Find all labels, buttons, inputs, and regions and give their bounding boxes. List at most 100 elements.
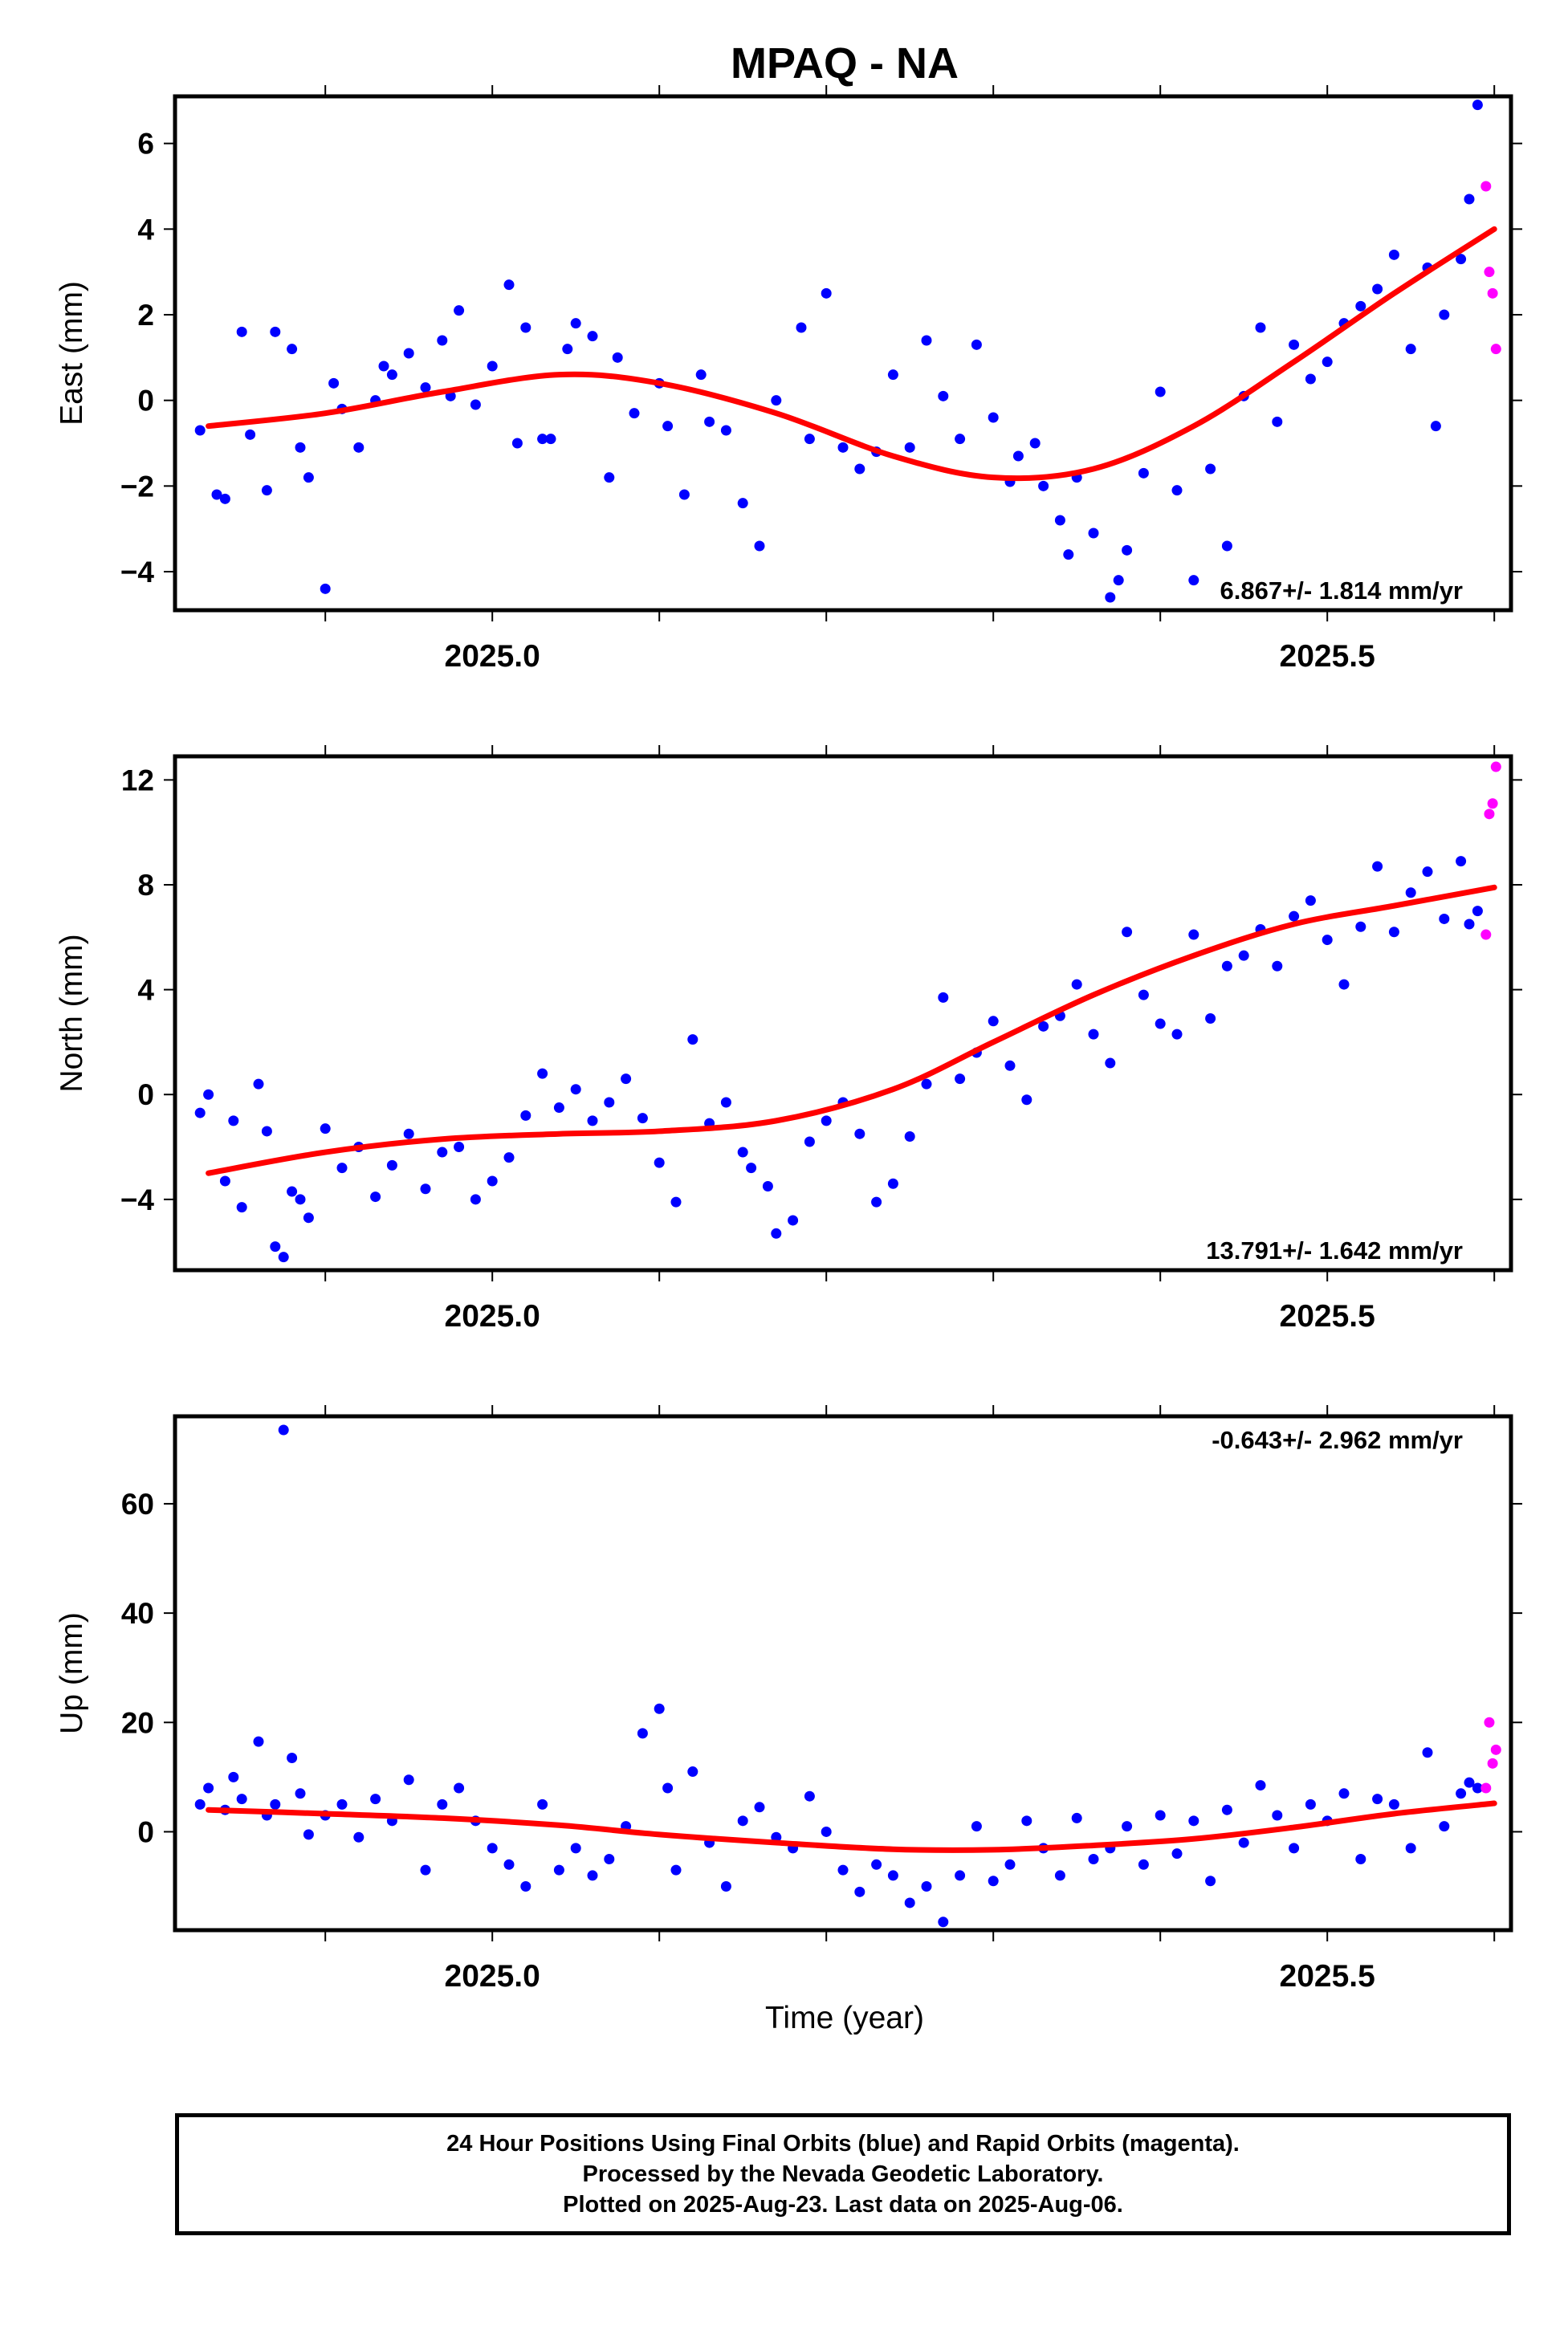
north-final-orbit-point <box>253 1078 264 1090</box>
east-final-orbit-point <box>1054 515 1065 526</box>
caption-line-3: Plotted on 2025-Aug-23. Last data on 202… <box>563 2192 1123 2218</box>
east-final-orbit-point <box>604 472 615 483</box>
north-final-orbit-point <box>854 1128 865 1139</box>
north-final-orbit-point <box>287 1186 298 1197</box>
up-final-orbit-point <box>1205 1876 1216 1887</box>
up-final-orbit-point <box>194 1798 206 1810</box>
north-final-orbit-point <box>1004 1060 1016 1071</box>
up-final-orbit-point <box>1338 1788 1350 1799</box>
east-final-orbit-point <box>353 442 365 453</box>
east-final-orbit-point <box>386 369 397 381</box>
east-final-orbit-point <box>854 463 865 475</box>
east-trend-line <box>206 226 1497 482</box>
up-final-orbit-point <box>454 1782 465 1794</box>
east-y-tick-label: −4 <box>120 556 155 589</box>
up-final-orbit-point <box>520 1881 531 1892</box>
up-final-orbit-point <box>1071 1812 1082 1823</box>
north-y-tick-label: 12 <box>121 764 154 796</box>
east-final-orbit-point <box>1122 544 1133 556</box>
north-final-orbit-point <box>821 1115 832 1126</box>
up-rapid-orbit-point <box>1484 1717 1495 1728</box>
east-y-tick-label: 0 <box>137 385 154 418</box>
north-final-orbit-point <box>303 1212 314 1224</box>
north-rate-label: 13.791+/- 1.642 mm/yr <box>1206 1236 1463 1265</box>
east-final-orbit-point <box>470 399 481 410</box>
north-final-orbit-point <box>804 1136 815 1147</box>
north-final-orbit-point <box>194 1107 206 1118</box>
east-final-orbit-point <box>328 377 340 389</box>
north-final-orbit-point <box>587 1115 598 1126</box>
east-final-orbit-point <box>378 360 389 372</box>
east-final-orbit-point <box>562 344 573 355</box>
east-final-orbit-point <box>545 434 556 445</box>
east-final-orbit-point <box>587 331 598 342</box>
north-final-orbit-point <box>788 1215 799 1226</box>
north-plot-frame <box>173 754 1513 1273</box>
east-final-orbit-point <box>1188 575 1199 586</box>
north-final-orbit-point <box>904 1130 915 1142</box>
north-final-orbit-point <box>386 1159 397 1171</box>
east-final-orbit-point <box>612 352 623 363</box>
up-final-orbit-point <box>1422 1747 1433 1758</box>
up-final-orbit-point <box>487 1843 498 1854</box>
east-plot-frame <box>173 94 1513 613</box>
up-final-orbit-point <box>1405 1843 1416 1854</box>
east-final-orbit-point <box>1029 438 1041 449</box>
up-final-orbit-point <box>553 1864 564 1876</box>
caption-line-1: 24 Hour Positions Using Final Orbits (bl… <box>446 2131 1240 2157</box>
east-final-orbit-point <box>320 583 331 594</box>
up-final-orbit-point <box>420 1864 431 1876</box>
chart-title: MPAQ - NA <box>731 39 959 88</box>
up-final-orbit-point <box>971 1821 982 1832</box>
east-final-orbit-point <box>1038 480 1049 491</box>
north-rapid-orbit-point <box>1490 761 1501 772</box>
north-final-orbit-point <box>637 1113 648 1124</box>
east-final-orbit-point <box>704 416 715 427</box>
up-final-orbit-point <box>287 1753 298 1764</box>
north-y-axis-label: North (mm) <box>55 934 89 1092</box>
north-final-orbit-point <box>553 1102 564 1114</box>
north-final-orbit-point <box>487 1175 498 1187</box>
up-final-orbit-point <box>270 1798 281 1810</box>
east-final-orbit-point <box>236 326 247 337</box>
north-final-orbit-point <box>570 1084 581 1095</box>
up-final-orbit-point <box>921 1881 932 1892</box>
up-final-orbit-point <box>1171 1848 1183 1860</box>
up-trend-line <box>206 1800 1497 1853</box>
up-final-orbit-point <box>503 1859 515 1870</box>
east-final-orbit-point <box>921 335 932 346</box>
east-final-orbit-point <box>904 442 915 453</box>
up-final-orbit-point <box>754 1802 765 1813</box>
north-final-orbit-point <box>203 1089 214 1100</box>
north-final-orbit-point <box>270 1241 281 1253</box>
up-final-orbit-point <box>737 1815 748 1827</box>
up-final-orbit-point <box>253 1736 264 1747</box>
up-final-orbit-point <box>1456 1788 1467 1799</box>
up-final-orbit-point <box>1439 1821 1450 1832</box>
north-final-orbit-point <box>437 1147 448 1158</box>
up-x-tick-label: 2025.0 <box>445 1959 540 1994</box>
north-final-orbit-point <box>219 1175 230 1187</box>
north-final-orbit-point <box>1171 1029 1183 1040</box>
x-axis-label: Time (year) <box>765 2001 924 2035</box>
up-final-orbit-point <box>654 1703 665 1714</box>
east-final-orbit-point <box>837 442 849 453</box>
north-final-orbit-point <box>228 1115 239 1126</box>
east-final-orbit-point <box>1372 283 1383 295</box>
east-final-orbit-point <box>955 434 966 445</box>
north-final-orbit-point <box>1155 1018 1166 1029</box>
up-final-orbit-point <box>1188 1815 1199 1827</box>
east-final-orbit-point <box>1221 540 1232 552</box>
north-final-orbit-point <box>261 1126 272 1137</box>
up-final-orbit-point <box>370 1794 381 1805</box>
up-final-orbit-point <box>203 1782 214 1794</box>
north-final-orbit-point <box>1088 1029 1099 1040</box>
east-final-orbit-point <box>1105 592 1116 603</box>
north-final-orbit-point <box>621 1073 632 1085</box>
east-final-orbit-point <box>295 442 306 453</box>
east-final-orbit-point <box>1205 463 1216 475</box>
up-final-orbit-point <box>670 1864 682 1876</box>
east-final-orbit-point <box>938 390 949 401</box>
up-final-orbit-point <box>1088 1853 1099 1864</box>
east-final-orbit-point <box>1305 373 1316 385</box>
